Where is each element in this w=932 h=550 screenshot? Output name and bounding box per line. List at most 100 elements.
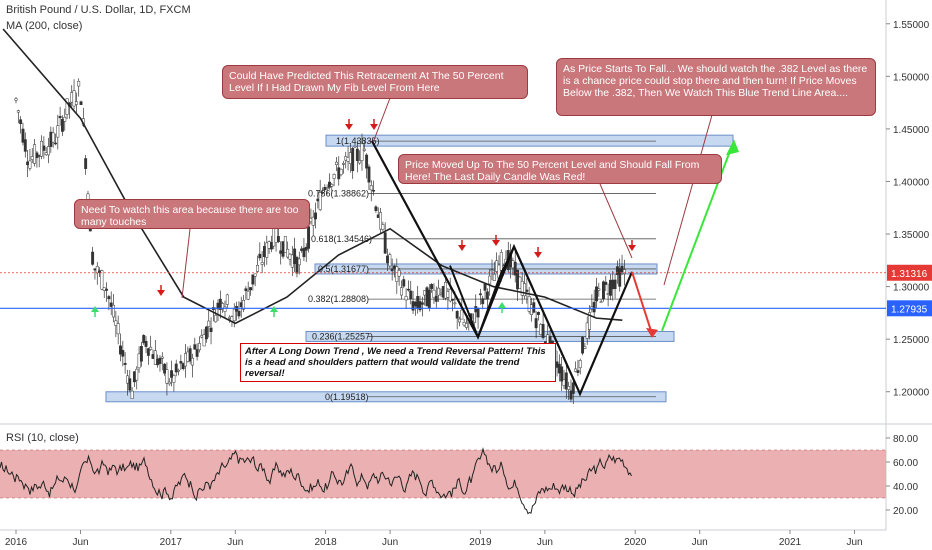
candle-body — [228, 316, 232, 319]
candle-body — [102, 287, 106, 291]
candle-body — [172, 375, 176, 383]
candle-body — [151, 354, 155, 359]
candle-body — [191, 357, 194, 366]
candle-body — [453, 302, 457, 305]
callout-pointer — [663, 114, 713, 286]
candle-body — [60, 118, 64, 132]
candle-body — [379, 212, 383, 230]
candle-body — [537, 311, 540, 315]
candle-body — [47, 146, 50, 156]
candle-body — [615, 266, 619, 275]
hline-price-badge — [887, 300, 932, 317]
candle-body — [404, 296, 408, 301]
candle-body — [339, 168, 343, 175]
candle-body — [95, 266, 99, 274]
callout-watch-382[interactable]: As Price Starts To Fall... We should wat… — [556, 58, 876, 116]
candle-body — [281, 241, 285, 257]
candle-body — [204, 326, 208, 340]
candle-body — [160, 356, 164, 359]
candle-body — [411, 301, 415, 311]
fib-label: 0.382(1.28808) — [308, 294, 369, 304]
candle-body — [121, 350, 125, 357]
candle-body — [365, 154, 369, 169]
callout-retracement[interactable]: Could Have Predicted This Retracement At… — [222, 65, 528, 99]
candle-body — [170, 370, 174, 378]
candle-body — [416, 296, 420, 309]
candle-body — [165, 369, 169, 384]
candle-body — [126, 375, 129, 384]
candle-body — [242, 300, 246, 310]
candle-body — [193, 344, 197, 350]
price-tick-label: 1.50000 — [893, 72, 930, 83]
candle-body — [393, 265, 396, 269]
candle-body — [214, 314, 218, 323]
candle-body — [441, 286, 445, 298]
candle-body — [418, 301, 422, 311]
candle-body — [14, 98, 18, 101]
candle-body — [406, 288, 410, 291]
candle-body — [569, 390, 573, 400]
candle-body — [608, 279, 612, 296]
candle-body — [353, 146, 357, 148]
down-arrow-marker — [534, 252, 542, 258]
down-arrow-marker — [628, 245, 636, 251]
candle-body — [146, 348, 150, 356]
candle-body — [304, 246, 308, 251]
time-tick-label: 2021 — [779, 537, 802, 548]
rsi-label: RSI (10, close) — [6, 432, 79, 444]
rsi-band — [0, 450, 886, 498]
candle-body — [100, 270, 104, 290]
candle-body — [177, 369, 180, 372]
candle-body — [16, 110, 20, 113]
callout-pointer — [599, 183, 633, 259]
fib-label: 1(1.43835) — [336, 136, 380, 146]
candle-body — [369, 185, 373, 191]
candle-body — [362, 148, 366, 151]
callout-50-percent[interactable]: Price Moved Up To The 50 Percent Level a… — [398, 154, 722, 184]
candle-body — [622, 269, 626, 275]
candle-body — [65, 98, 69, 115]
candle-body — [527, 295, 531, 312]
candle-body — [107, 296, 111, 300]
candle-body — [267, 241, 271, 249]
candle-body — [149, 346, 153, 350]
candle-body — [288, 253, 292, 260]
down-arrow-marker — [157, 290, 165, 296]
price-tick-label: 1.45000 — [893, 125, 930, 136]
candle-body — [620, 265, 624, 273]
candle-body — [286, 248, 290, 258]
candle-body — [74, 101, 78, 105]
candle-body — [374, 206, 378, 211]
candle-body — [358, 160, 362, 164]
price-tick-label: 1.30000 — [893, 283, 930, 294]
callout-touches[interactable]: Need To watch this area because there ar… — [74, 199, 310, 229]
candle-body — [560, 366, 564, 382]
candle-body — [462, 321, 466, 326]
note-head-shoulders[interactable]: After A Long Down Trend , We need a Tren… — [240, 343, 556, 382]
candle-body — [49, 131, 53, 147]
candle-body — [448, 289, 452, 302]
candle-body — [91, 251, 95, 265]
candle-body — [376, 214, 380, 218]
candle-body — [585, 322, 589, 339]
candle-body — [602, 281, 605, 300]
candle-body — [63, 117, 67, 122]
time-tick-label: Jun — [692, 537, 708, 548]
candle-body — [137, 353, 141, 369]
candle-body — [420, 302, 424, 305]
candle-body — [318, 192, 322, 210]
candle-body — [30, 156, 34, 160]
candle-body — [239, 302, 243, 308]
candle-body — [523, 283, 526, 297]
candle-body — [293, 248, 297, 265]
up-arrow-marker — [498, 302, 506, 308]
candle-body — [388, 254, 392, 267]
candle-body — [381, 224, 385, 230]
candle-body — [351, 148, 355, 172]
candle-body — [618, 268, 622, 287]
candle-body — [21, 128, 25, 143]
candle-body — [499, 252, 503, 271]
candle-body — [23, 139, 27, 152]
candle-body — [360, 143, 364, 161]
candle-body — [179, 361, 183, 364]
